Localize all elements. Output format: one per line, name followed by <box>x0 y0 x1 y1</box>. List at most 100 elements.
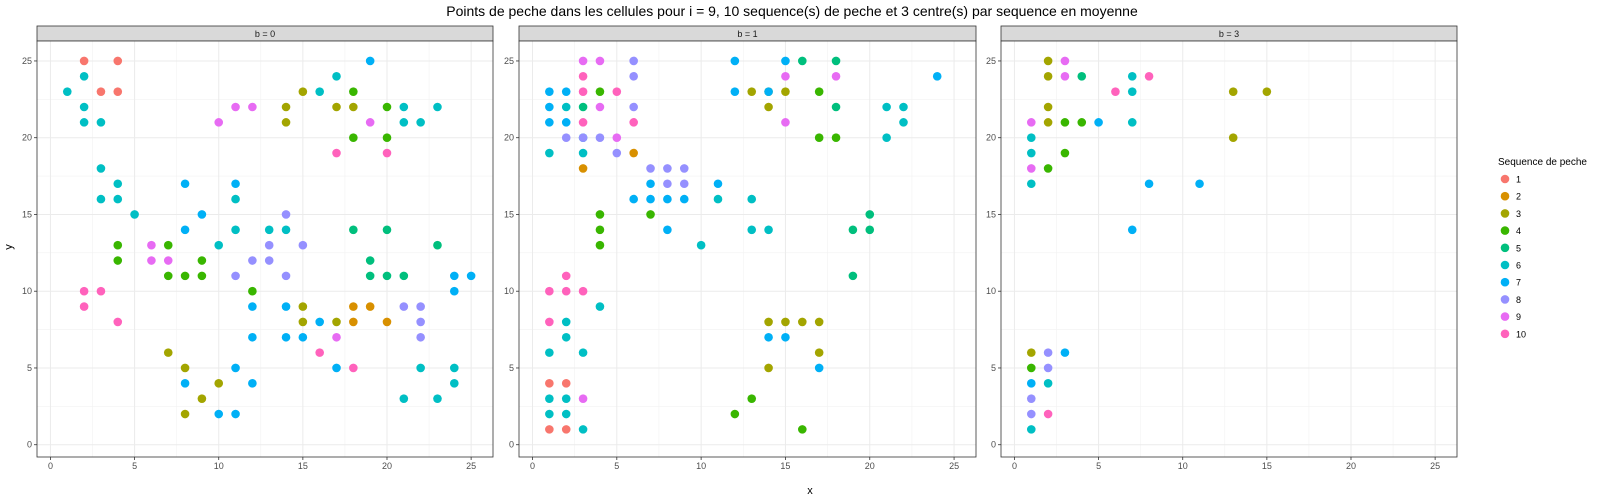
data-point-seq-6 <box>1043 379 1053 388</box>
data-point-seq-7 <box>214 409 224 419</box>
data-point-seq-3 <box>180 409 190 419</box>
data-point-seq-6 <box>1127 118 1137 127</box>
data-point-seq-9 <box>147 256 156 265</box>
data-point-seq-3 <box>781 317 790 327</box>
data-point-seq-4 <box>1060 118 1070 127</box>
legend-key-9 <box>1500 312 1510 321</box>
data-point-seq-5 <box>578 102 588 112</box>
panel-background <box>519 41 976 457</box>
data-point-seq-6 <box>899 102 908 112</box>
data-point-seq-7 <box>281 332 291 342</box>
data-point-seq-3 <box>349 102 358 112</box>
data-point-seq-4 <box>831 133 841 143</box>
y-tick-label: 25 <box>986 56 996 66</box>
x-tick-label: 10 <box>214 461 224 471</box>
data-point-seq-4 <box>180 271 190 281</box>
data-point-seq-6 <box>545 348 554 357</box>
data-point-seq-6 <box>433 394 442 403</box>
data-point-seq-3 <box>281 102 291 112</box>
data-point-seq-6 <box>899 118 908 127</box>
data-point-seq-2 <box>365 302 375 311</box>
data-point-seq-7 <box>449 271 459 281</box>
legend-key-1 <box>1500 174 1510 184</box>
data-point-seq-3 <box>298 317 308 327</box>
data-point-seq-3 <box>1228 87 1238 96</box>
data-point-seq-4 <box>349 133 358 143</box>
legend-key-3 <box>1500 209 1510 218</box>
data-point-seq-8 <box>646 164 655 173</box>
data-point-seq-4 <box>747 394 757 403</box>
data-point-seq-9 <box>163 256 173 265</box>
data-point-seq-8 <box>1026 409 1036 419</box>
data-point-seq-7 <box>332 363 341 373</box>
data-point-seq-10 <box>561 271 571 281</box>
data-point-seq-5 <box>865 210 875 219</box>
data-point-seq-6 <box>449 363 459 373</box>
data-point-seq-4 <box>382 102 392 112</box>
data-point-seq-7 <box>197 210 207 219</box>
data-point-seq-3 <box>180 363 190 373</box>
data-point-seq-7 <box>248 379 257 388</box>
data-point-seq-8 <box>679 164 689 173</box>
data-point-seq-7 <box>365 56 375 66</box>
data-point-seq-10 <box>578 72 588 81</box>
legend-label-1: 1 <box>1516 175 1521 185</box>
facet-panel-1: b = 1 0 5 10 15 20 25 0 5 10 15 20 25 <box>504 25 977 471</box>
data-point-seq-6 <box>882 102 891 112</box>
data-point-seq-7 <box>1026 379 1036 388</box>
data-point-seq-8 <box>629 56 638 66</box>
x-tick-label: 0 <box>1012 461 1017 471</box>
data-point-seq-8 <box>1026 394 1036 403</box>
data-point-seq-9 <box>781 118 790 127</box>
data-point-seq-4 <box>197 271 207 281</box>
data-point-seq-10 <box>96 286 106 296</box>
data-point-seq-6 <box>1026 148 1036 158</box>
data-point-seq-4 <box>1060 148 1070 158</box>
data-point-seq-8 <box>1043 348 1053 357</box>
data-point-seq-7 <box>781 56 790 66</box>
data-point-seq-9 <box>578 56 588 66</box>
facet-strip-label: b = 1 <box>737 29 757 39</box>
data-point-seq-6 <box>399 118 409 127</box>
data-point-seq-3 <box>298 87 308 96</box>
y-tick-label: 25 <box>22 56 32 66</box>
data-point-seq-6 <box>231 194 240 204</box>
panel-border <box>36 40 494 458</box>
data-point-seq-3 <box>332 102 341 112</box>
data-point-seq-4 <box>595 240 605 250</box>
data-point-seq-10 <box>349 363 358 373</box>
data-point-seq-3 <box>764 317 773 327</box>
legend-key-5 <box>1500 243 1510 253</box>
y-tick-label: 20 <box>504 133 514 143</box>
data-point-seq-8 <box>264 256 274 265</box>
data-point-seq-10 <box>629 118 638 127</box>
data-point-seq-5 <box>848 225 858 235</box>
data-point-seq-10 <box>1111 87 1120 96</box>
data-point-seq-8 <box>679 179 689 189</box>
data-point-seq-10 <box>315 348 324 357</box>
data-point-seq-7 <box>180 179 190 189</box>
data-point-seq-6 <box>79 102 89 112</box>
legend-key-8 <box>1500 295 1510 304</box>
x-axis-title: x <box>807 485 813 497</box>
y-tick-label: 20 <box>986 133 996 143</box>
data-point-seq-1 <box>79 56 89 66</box>
data-point-seq-9 <box>214 118 224 127</box>
data-point-seq-10 <box>1043 409 1053 419</box>
data-point-seq-7 <box>646 194 655 204</box>
data-point-seq-3 <box>332 317 341 327</box>
data-point-seq-10 <box>545 286 554 296</box>
y-tick-label: 15 <box>22 209 32 219</box>
data-point-seq-6 <box>545 148 554 158</box>
data-point-seq-3 <box>1262 87 1272 96</box>
data-point-seq-3 <box>214 379 224 388</box>
y-tick-label: 15 <box>504 209 514 219</box>
data-point-seq-6 <box>433 102 442 112</box>
data-point-seq-7 <box>814 363 824 373</box>
data-point-seq-8 <box>578 133 588 143</box>
data-point-seq-4 <box>349 87 358 96</box>
data-point-seq-1 <box>96 87 106 96</box>
legend-title: Sequence de peche <box>1498 157 1587 168</box>
data-point-seq-7 <box>180 225 190 235</box>
data-point-seq-5 <box>382 271 392 281</box>
